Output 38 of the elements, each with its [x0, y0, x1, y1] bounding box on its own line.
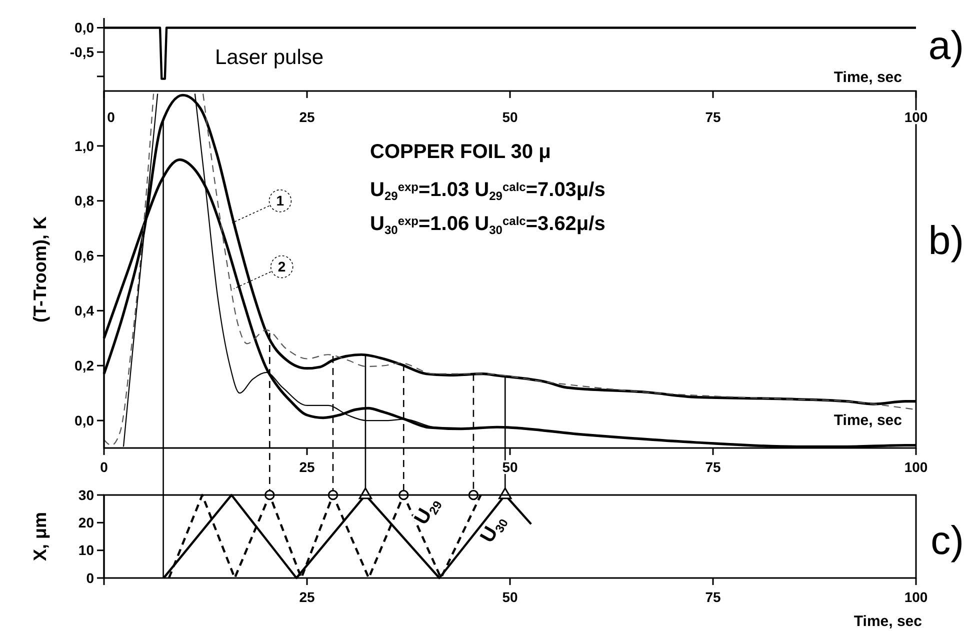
- annotation: COPPER FOIL 30 μ: [370, 141, 551, 163]
- x-axis-title: Time, sec: [834, 69, 902, 86]
- x-tick-label: 25: [299, 589, 315, 605]
- y-tick-label: 0,0: [74, 20, 94, 36]
- y-tick-label: 30: [78, 486, 94, 503]
- x2-tick-label: 100: [904, 459, 928, 475]
- text: a): [928, 24, 964, 68]
- annotation: Laser pulse: [215, 46, 324, 69]
- x-tick-label: 50: [502, 109, 518, 125]
- y-tick-label: 0,8: [74, 192, 94, 209]
- y-tick-label: 0,2: [74, 358, 94, 374]
- x-tick-label: 0: [107, 109, 116, 125]
- y-tick-label: 1,0: [74, 138, 94, 154]
- x-axis-title: Time, sec: [854, 613, 922, 630]
- annotation: U$_{29}$$^{exp}$=1.03 U$_{29}$$^{calc}$=7.03μ/s: [370, 179, 606, 204]
- x-tick-label: 50: [502, 589, 518, 605]
- y-axis-title: (T-Troom), K: [30, 216, 50, 322]
- annotation: 1: [276, 192, 284, 209]
- y-axis-title: X, μm: [30, 512, 50, 562]
- x2-tick-label: 25: [299, 459, 315, 475]
- y-tick-label: 0,6: [74, 248, 94, 264]
- annotation: U$_{30}$$^{exp}$=1.06 U$_{30}$$^{calc}$=3.62μ/s: [370, 213, 606, 238]
- y-tick-label: 0: [86, 570, 94, 586]
- annotation: 2: [278, 258, 286, 275]
- x-axis-title: Time, sec: [834, 412, 902, 429]
- text: b): [928, 219, 964, 263]
- x-tick-label: 100: [904, 589, 928, 605]
- x-tick-label: 75: [705, 109, 721, 125]
- x2-tick-label: 75: [705, 459, 721, 475]
- y-tick-label: 10: [78, 542, 94, 558]
- y-tick-label: 0,4: [74, 302, 94, 319]
- x-tick-label: 25: [299, 109, 315, 125]
- y-tick-label: 20: [78, 514, 94, 531]
- x2-tick-label: 0: [100, 459, 108, 475]
- x-tick-label: 75: [705, 589, 721, 605]
- y-tick-label: -0,5: [70, 44, 94, 60]
- y-tick-label: 0,0: [74, 412, 94, 428]
- text: c): [930, 519, 964, 563]
